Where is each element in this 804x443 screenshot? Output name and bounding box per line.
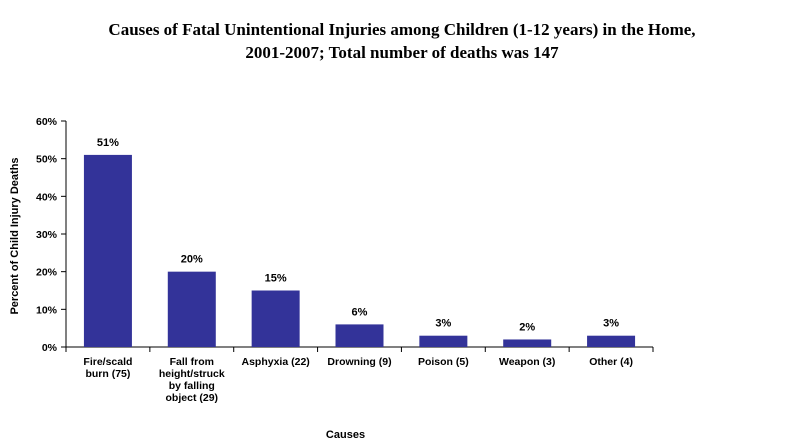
y-tick-label: 50%	[36, 154, 58, 166]
category-label: Drowning (9)	[327, 356, 391, 368]
bar	[335, 324, 384, 347]
bar	[83, 154, 132, 347]
x-axis-label: Causes	[326, 429, 365, 441]
category-label: Asphyxia (22)	[242, 356, 310, 368]
y-tick-label: 30%	[36, 229, 58, 241]
bar	[419, 335, 468, 347]
chart-title-line-2: 2001-2007; Total number of deaths was 14…	[245, 43, 559, 62]
chart-title-line-1: Causes of Fatal Unintentional Injuries a…	[108, 20, 696, 39]
category-label-line: Poison (5)	[418, 356, 469, 368]
category-label: Weapon (3)	[499, 356, 555, 368]
bar	[587, 335, 636, 347]
data-label: 6%	[352, 306, 368, 318]
category-label-line: Other (4)	[589, 356, 633, 368]
category-label-line: height/struck	[159, 368, 225, 380]
y-tick-label: 20%	[36, 267, 58, 279]
category-label-line: by falling	[169, 380, 215, 392]
category-label: Other (4)	[589, 356, 633, 368]
category-label-line: burn (75)	[85, 368, 130, 380]
category-label-line: Drowning (9)	[327, 356, 391, 368]
category-label-line: Fall from	[170, 356, 214, 368]
y-axis-label: Percent of Child Injury Deaths	[9, 157, 21, 314]
category-label-line: Weapon (3)	[499, 356, 555, 368]
category-label: Poison (5)	[418, 356, 469, 368]
y-tick-label: 10%	[36, 304, 58, 316]
category-label: Fire/scald burn (75)	[83, 356, 132, 380]
data-label: 51%	[97, 137, 119, 149]
y-tick-label: 0%	[42, 342, 58, 354]
category-label-line: Asphyxia (22)	[242, 356, 310, 368]
data-label: 15%	[265, 273, 287, 285]
y-tick-label: 40%	[36, 191, 58, 203]
category-label-line: Fire/scald	[83, 356, 132, 368]
bar	[251, 290, 300, 347]
bar	[167, 271, 216, 347]
data-label: 3%	[603, 318, 619, 330]
category-label-line: object (29)	[166, 392, 219, 404]
chart-title: Causes of Fatal Unintentional Injuries a…	[0, 18, 804, 64]
category-label: Fall from height/struck by falling object (…	[159, 356, 225, 404]
plot-area: 0% 10% 20% 30% 40% 50% 60% 51% Fire/scald burn (7…	[36, 116, 654, 404]
data-label: 2%	[519, 321, 535, 333]
data-label: 3%	[435, 318, 451, 330]
bar	[503, 339, 552, 347]
y-tick-label: 60%	[36, 116, 58, 128]
data-label: 20%	[181, 254, 203, 266]
